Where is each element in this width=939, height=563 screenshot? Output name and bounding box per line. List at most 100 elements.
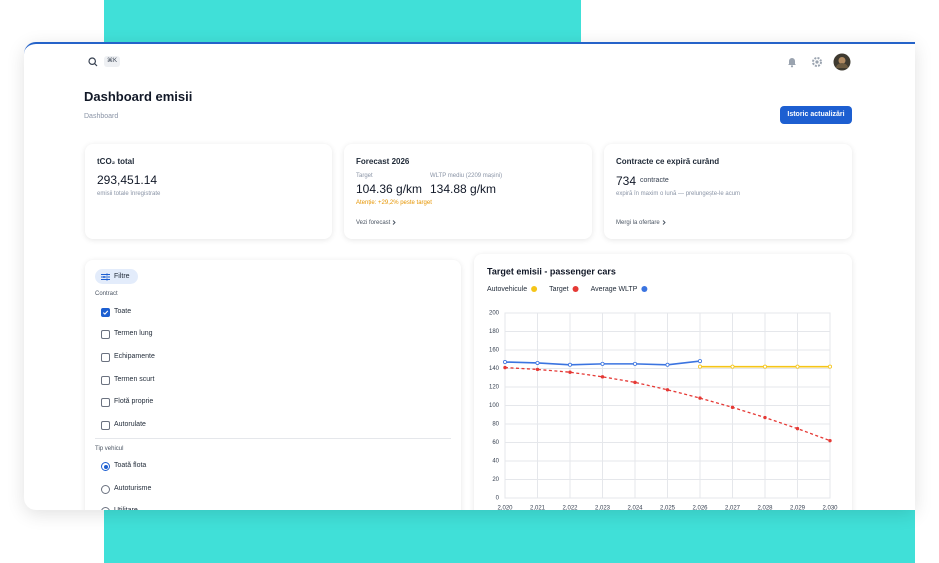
checkbox: [101, 330, 110, 339]
filter-icon: [101, 273, 110, 281]
radio: [101, 484, 110, 494]
bell-icon[interactable]: [786, 56, 798, 68]
group-label: Tip vehicul: [95, 446, 124, 452]
radio-option[interactable]: Toată flota: [95, 460, 295, 472]
card-value: 734: [616, 174, 637, 188]
card: Forecast 2026 Target WLTP mediu (2209 ma…: [344, 144, 592, 239]
filter-panel: Filtre Contract Tip vehicul Toate Termen …: [85, 260, 461, 510]
checkbox-option[interactable]: Autorulate: [95, 419, 295, 431]
history-button[interactable]: Istoric actualizări: [780, 106, 852, 124]
avatar[interactable]: [833, 53, 851, 71]
series-line: [504, 366, 831, 442]
backdrop: [104, 506, 915, 563]
y-tick-label: 200: [489, 311, 500, 317]
link-text: Mergi la ofertare: [616, 220, 660, 227]
radio-option[interactable]: Autoturisme: [95, 483, 295, 495]
x-tick-label: 2,021: [530, 506, 546, 510]
app-window: ⌘K Dashboard emisii Dashboard Istoric ac…: [24, 42, 915, 510]
radio-option[interactable]: Utilitare: [95, 505, 295, 510]
option-label: Flotă proprie: [114, 398, 154, 405]
data-point: [502, 360, 507, 365]
filter-button[interactable]: Filtre: [95, 269, 138, 284]
data-point: [568, 362, 573, 367]
checkbox: [101, 421, 110, 430]
data-point: [730, 405, 735, 410]
y-tick-label: 100: [489, 403, 500, 409]
y-tick-label: 120: [489, 385, 500, 391]
option-label: Termen lung: [114, 330, 153, 337]
x-tick-label: 2,023: [595, 506, 611, 510]
x-tick-label: 2,027: [725, 506, 741, 510]
shortcut-badge: ⌘K: [104, 56, 120, 67]
x-tick-label: 2,025: [660, 506, 676, 510]
x-tick-label: 2,020: [497, 506, 513, 510]
warning: Atenție: +29,2% peste target: [356, 200, 432, 206]
x-tick-label: 2,029: [790, 506, 806, 510]
group-label: Contract: [95, 291, 118, 297]
filter-button-text: Filtre: [114, 273, 130, 280]
data-point: [697, 359, 702, 364]
data-point: [697, 364, 702, 369]
checkbox: [101, 398, 110, 407]
target-value: 104.36 g/km: [356, 182, 423, 196]
chevron: [393, 220, 397, 225]
data-point: [503, 365, 507, 370]
page-title: Dashboard emisii: [84, 89, 193, 104]
y-tick-label: 0: [496, 496, 500, 502]
data-point: [600, 361, 605, 366]
checkbox: [101, 308, 110, 317]
option-label: Autorulate: [114, 421, 146, 428]
link-text: Vezi forecast: [356, 220, 391, 227]
wltp-value: 134.88 g/km: [430, 182, 497, 196]
y-tick-label: 160: [489, 348, 500, 354]
checkbox: [101, 376, 110, 385]
checkbox-option[interactable]: Termen scurt: [95, 374, 295, 386]
data-point: [762, 364, 767, 369]
data-point: [600, 375, 605, 379]
legend-swatch: [531, 286, 538, 292]
y-tick-label: 140: [489, 366, 500, 372]
data-point: [828, 438, 832, 443]
data-point: [632, 361, 637, 366]
target-label: Target: [356, 173, 373, 179]
data-point: [665, 362, 670, 367]
data-point: [535, 360, 540, 365]
legend-swatch: [572, 286, 579, 292]
chart-title: Target emisii - passenger cars: [487, 266, 616, 276]
data-point: [698, 396, 702, 400]
x-tick-label: 2,026: [692, 506, 708, 510]
settings-icon[interactable]: [811, 56, 823, 68]
checkbox: [101, 353, 110, 362]
card-note: expiră în maxim o lună — prelungește-le …: [616, 191, 741, 197]
link[interactable]: Vezi forecast: [356, 219, 398, 226]
card: tCO₂ total 293,451.14 emisii totale înre…: [85, 144, 332, 239]
breadcrumb[interactable]: Dashboard: [84, 113, 119, 120]
x-tick-label: 2,024: [627, 506, 643, 510]
option-label: Termen scurt: [114, 376, 155, 383]
data-point: [795, 364, 800, 369]
x-tick-label: 2,028: [757, 506, 773, 510]
checkbox-option[interactable]: Echipamente: [95, 351, 295, 363]
radio-dot: [103, 464, 108, 469]
checkbox-option[interactable]: Termen lung: [95, 328, 295, 340]
option-label: Autoturisme: [114, 484, 152, 492]
divider: [95, 438, 451, 439]
checkbox-option[interactable]: Flotă proprie: [95, 396, 295, 408]
checkbox-option[interactable]: Toate: [95, 306, 295, 318]
chart: Target emisii - passenger cars 0 20 40 60 80…: [487, 266, 838, 510]
data-point: [730, 364, 735, 369]
chevron: [662, 220, 666, 225]
y-tick-label: 60: [492, 440, 499, 446]
legend-label: Average WLTP: [591, 286, 638, 293]
x-tick-label: 2,022: [562, 506, 578, 510]
search-icon[interactable]: [88, 57, 98, 67]
option-label: Utilitare: [114, 507, 138, 510]
data-point: [568, 370, 572, 374]
y-tick-label: 80: [492, 422, 499, 428]
option-label: Toată flota: [114, 462, 147, 469]
card-value: 293,451.14: [97, 173, 158, 187]
card-title: tCO₂ total: [97, 157, 135, 166]
data-point: [633, 380, 637, 385]
link[interactable]: Mergi la ofertare: [616, 219, 668, 226]
